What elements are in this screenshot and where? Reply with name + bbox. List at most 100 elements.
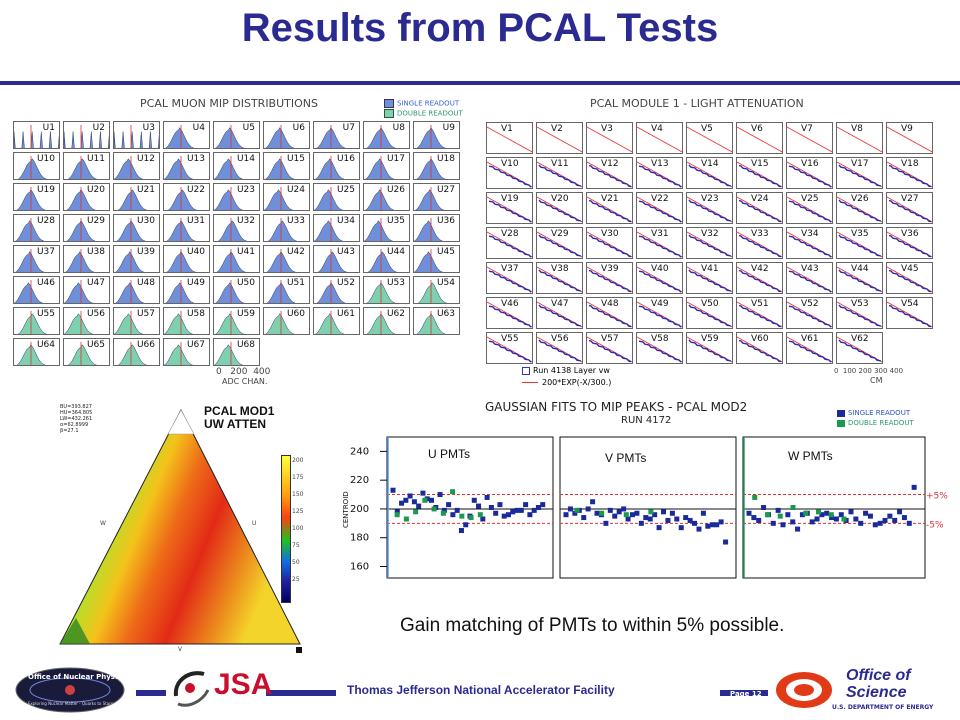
gauss-data-point bbox=[858, 520, 864, 526]
atten-plot-label: V52 bbox=[801, 299, 819, 309]
atten-plot-label: V45 bbox=[901, 264, 919, 274]
map-stat-line: LW=432.261 bbox=[60, 416, 93, 422]
map-side-u: U bbox=[252, 520, 257, 527]
mip-histogram-cell: U6 bbox=[263, 121, 310, 149]
atten-plot-label: V18 bbox=[901, 159, 919, 169]
mip-histogram-svg bbox=[314, 218, 344, 241]
atten-plot-cell: V47 bbox=[536, 297, 583, 329]
atten-plot-cell: V18 bbox=[886, 157, 933, 189]
atten-plot-label: V13 bbox=[651, 159, 669, 169]
atten-plot-svg bbox=[537, 301, 582, 328]
mip-histogram-cell: U19 bbox=[13, 183, 60, 211]
mip-histogram-svg bbox=[416, 125, 446, 148]
mip-histogram-cell: U32 bbox=[213, 214, 260, 242]
atten-plot-cell: V44 bbox=[836, 262, 883, 294]
mip-histogram-svg bbox=[215, 311, 245, 334]
gauss-data-point bbox=[441, 507, 447, 513]
mip-histogram-label: U6 bbox=[292, 123, 305, 133]
atten-plot-svg bbox=[737, 231, 782, 258]
mip-title: PCAL MUON MIP DISTRIBUTIONS bbox=[140, 97, 318, 110]
mip-histogram-svg bbox=[217, 218, 248, 241]
gauss-data-point bbox=[594, 510, 600, 516]
doe-line1: Office of bbox=[846, 667, 911, 684]
atten-plot-label: V3 bbox=[601, 124, 613, 134]
mip-histogram-label: U17 bbox=[386, 154, 405, 164]
mip-histogram-cell: U14 bbox=[213, 152, 260, 180]
mip-histogram-svg bbox=[315, 156, 345, 179]
atten-plot-svg bbox=[787, 336, 832, 363]
mip-histogram-svg bbox=[215, 125, 245, 148]
atten-plot-cell: V5 bbox=[686, 122, 733, 154]
atten-plot-cell: V54 bbox=[886, 297, 933, 329]
mip-histogram-svg bbox=[365, 187, 395, 210]
mip-histogram-label: U50 bbox=[236, 278, 255, 288]
atten-plot-svg bbox=[637, 266, 682, 293]
gauss-data-point bbox=[709, 522, 715, 528]
gauss-data-point bbox=[643, 515, 649, 521]
gauss-data-point bbox=[756, 517, 762, 523]
mip-histogram-label: U62 bbox=[386, 309, 405, 319]
atten-plot-label: V33 bbox=[751, 229, 769, 239]
mip-histogram-cell: U16 bbox=[313, 152, 360, 180]
gaussian-fits-plot: 240 220 200 180 160 CENTROID U PMTs V PMTs W PMT… bbox=[342, 436, 948, 579]
atten-plot-label: V20 bbox=[551, 194, 569, 204]
atten-axis-label: CM bbox=[870, 376, 883, 385]
mip-histogram-label: U1 bbox=[42, 123, 55, 133]
mip-histogram-cell: U34 bbox=[313, 214, 360, 242]
mip-histogram-label: U40 bbox=[186, 247, 205, 257]
atten-plot-label: V48 bbox=[601, 299, 619, 309]
gauss-ytick-label: 160 bbox=[350, 561, 369, 572]
atten-plot-label: V9 bbox=[901, 124, 913, 134]
atten-plot-svg bbox=[887, 266, 932, 293]
gauss-data-point bbox=[911, 484, 917, 490]
atten-plot-svg bbox=[837, 336, 882, 363]
conclusion-text: Gain matching of PMTs to within 5% possi… bbox=[400, 615, 785, 636]
atten-plot-svg bbox=[687, 196, 732, 223]
gauss-data-point bbox=[458, 528, 464, 534]
gauss-data-point bbox=[819, 512, 825, 518]
mip-histogram-svg bbox=[15, 249, 45, 272]
gauss-data-point bbox=[824, 510, 830, 516]
mip-histogram-label: U43 bbox=[336, 247, 355, 257]
mip-histogram-label: U31 bbox=[186, 216, 205, 226]
mip-histogram-label: U12 bbox=[136, 154, 155, 164]
mip-histogram-svg bbox=[416, 156, 446, 179]
atten-plot-label: V43 bbox=[801, 264, 819, 274]
footer-organization: Thomas Jefferson National Accelerator Fa… bbox=[347, 683, 615, 697]
atten-plot-label: V36 bbox=[901, 229, 919, 239]
atten-plot-label: V53 bbox=[851, 299, 869, 309]
map-stat-line: α=62.8999 bbox=[60, 422, 89, 428]
gauss-data-point bbox=[887, 513, 893, 519]
gauss-data-point bbox=[853, 516, 859, 522]
atten-plot-svg bbox=[587, 266, 632, 293]
mip-histogram-cell: U2 bbox=[63, 121, 110, 149]
atten-plot-label: V31 bbox=[651, 229, 669, 239]
gauss-data-point bbox=[394, 509, 400, 515]
mip-histogram-label: U4 bbox=[192, 123, 205, 133]
gauss-data-point bbox=[718, 519, 724, 525]
atten-plot-svg bbox=[487, 301, 532, 328]
doe-swirl-icon bbox=[776, 672, 832, 708]
atten-plot-cell: V46 bbox=[486, 297, 533, 329]
mip-histogram-label: U34 bbox=[336, 216, 355, 226]
mip-histogram-cell: U3 bbox=[113, 121, 160, 149]
mip-histogram-label: U42 bbox=[286, 247, 305, 257]
mip-histogram-svg bbox=[367, 249, 398, 272]
gauss-data-point bbox=[612, 513, 618, 519]
gauss-run: RUN 4172 bbox=[621, 415, 672, 426]
mip-legend: SINGLE READOUT DOUBLE READOUT bbox=[384, 99, 463, 118]
gauss-data-point bbox=[493, 510, 499, 516]
gauss-data-point bbox=[652, 512, 658, 518]
color-scale-tick: 25 bbox=[292, 576, 300, 583]
uw-attenuation-map: BU=393.827 HU=364.805 LW=432.261 α=62.8999 β… bbox=[56, 398, 318, 660]
mip-histogram-cell: U9 bbox=[413, 121, 460, 149]
gauss-data-point bbox=[906, 520, 912, 526]
atten-plot-label: V55 bbox=[501, 334, 519, 344]
atten-legend-run: Run 4138 Layer vw bbox=[533, 366, 610, 375]
mip-histogram-svg bbox=[117, 342, 148, 365]
atten-plot-cell: V37 bbox=[486, 262, 533, 294]
mip-histogram-svg bbox=[165, 125, 195, 148]
atten-plot-label: V60 bbox=[751, 334, 769, 344]
atten-plot-cell: V12 bbox=[586, 157, 633, 189]
mip-histogram-cell: U48 bbox=[113, 276, 160, 304]
